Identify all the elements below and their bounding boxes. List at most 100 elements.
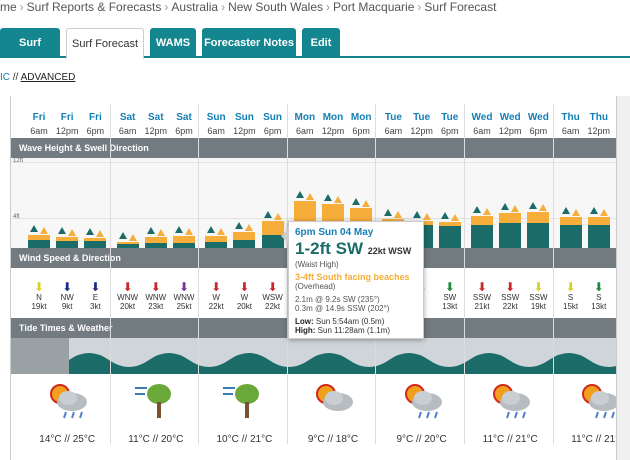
- tab-surf-forecast[interactable]: Surf Forecast: [66, 28, 144, 60]
- wave-bar[interactable]: [587, 217, 610, 248]
- wind-label: S 13kt: [585, 293, 613, 311]
- secondary-swell-segment: [84, 238, 107, 241]
- forecast-column[interactable]: Wed 6pm: [524, 96, 552, 460]
- wave-bar[interactable]: [205, 236, 228, 248]
- secondary-swell-arrow-icon: [511, 204, 520, 212]
- forecast-column[interactable]: Thu 6am: [557, 96, 585, 460]
- wind-label: WNW 25kt: [170, 293, 198, 311]
- primary-swell-arrow-icon: [263, 211, 272, 218]
- sun-cloud-rain-icon: [487, 378, 533, 422]
- wave-bar[interactable]: [116, 241, 139, 248]
- wind-arrow-icon: ⬇: [150, 280, 161, 294]
- advanced-view-link[interactable]: ADVANCED: [20, 72, 76, 83]
- secondary-swell-segment: [173, 236, 195, 243]
- breadcrumb-item[interactable]: Australia: [171, 0, 219, 14]
- forecast-column[interactable]: Thu 12pm: [585, 96, 613, 460]
- temperature-range: 11°C // 21°C: [571, 434, 627, 445]
- forecast-column[interactable]: Tue 6pm: [436, 96, 464, 460]
- wind-label: WNW 20kt: [114, 293, 142, 311]
- tab-wams[interactable]: WAMS: [150, 28, 196, 58]
- secondary-swell-segment: [233, 231, 256, 240]
- breadcrumb-item[interactable]: me: [0, 0, 17, 14]
- primary-swell-segment: [144, 242, 167, 248]
- wave-bar[interactable]: [84, 238, 107, 248]
- forecast-column[interactable]: Tue 6am: [379, 96, 407, 460]
- wind-arrow-icon: ⬇: [444, 280, 455, 294]
- forecast-column[interactable]: Fri 12pm: [53, 96, 81, 460]
- forecast-tabs: Surf Report Surf Forecast WAMS Forecaste…: [0, 28, 630, 79]
- column-day: Fri: [60, 112, 74, 123]
- vertical-scrollbar[interactable]: [616, 96, 630, 460]
- wave-bar[interactable]: [438, 221, 461, 248]
- wave-bar[interactable]: [499, 212, 522, 248]
- forecast-column[interactable]: Sat 6pm: [170, 96, 198, 460]
- breadcrumb-item[interactable]: New South Wales: [228, 0, 324, 14]
- column-day: Mon: [322, 112, 344, 123]
- secondary-swell-arrow-icon: [273, 213, 282, 220]
- column-day: Thu: [561, 112, 580, 123]
- forecast-column[interactable]: Fri 6pm: [81, 96, 109, 460]
- wave-bar[interactable]: [559, 217, 582, 248]
- wind-arrow-icon: ⬇: [122, 280, 133, 294]
- forecast-column[interactable]: Wed 12pm: [496, 96, 524, 460]
- tooltip-swell-1: 2.1m @ 9.2s SW (235°): [295, 295, 380, 304]
- breadcrumb-item[interactable]: Surf Reports & Forecasts: [26, 0, 162, 14]
- wind-speed: 21kt: [474, 302, 490, 311]
- primary-swell-arrow-icon: [86, 228, 95, 236]
- wind-arrow-icon: ⬇: [593, 280, 604, 294]
- tab-forecaster-notes[interactable]: Forecaster Notes: [202, 28, 296, 58]
- wind-direction: NW: [60, 293, 74, 302]
- wind-direction: SSW: [472, 293, 492, 302]
- forecast-column[interactable]: Sun 6pm: [259, 96, 287, 460]
- breadcrumb-item[interactable]: Port Macquarie: [333, 0, 415, 14]
- wave-bar[interactable]: [471, 215, 493, 248]
- wind-speed: 13kt: [442, 302, 458, 311]
- primary-swell-arrow-icon: [473, 205, 481, 213]
- sun-cloud-icon: [310, 378, 356, 422]
- wind-label: SSW 21kt: [468, 293, 496, 311]
- secondary-swell-segment: [144, 237, 167, 243]
- tooltip-primary-desc: (Waist High): [295, 260, 339, 269]
- wind-arrow-icon: ⬇: [476, 280, 488, 294]
- windy-tree-icon: [221, 378, 267, 422]
- forecast-column[interactable]: Mon 6pm: [347, 96, 375, 460]
- wave-bar[interactable]: [173, 236, 195, 248]
- wave-bar[interactable]: [527, 212, 550, 248]
- primary-swell-segment: [587, 224, 610, 248]
- wave-bar[interactable]: [56, 237, 79, 248]
- primary-swell-segment: [205, 241, 228, 248]
- wind-direction: WNW: [117, 293, 139, 302]
- temperature-range: 14°C // 25°C: [39, 434, 96, 445]
- tooltip-primary-swell: 1-2ft SW 22kt WSW: [295, 239, 412, 258]
- wind-direction: S: [596, 293, 602, 302]
- forecast-column[interactable]: Mon 12pm: [319, 96, 347, 460]
- wave-bar[interactable]: [261, 221, 284, 248]
- forecast-column[interactable]: Wed 6am: [468, 96, 496, 460]
- tide-chart[interactable]: [11, 338, 616, 374]
- basic-view-link[interactable]: IC: [0, 72, 10, 83]
- forecast-column[interactable]: Mon 6am: [291, 96, 319, 460]
- forecast-column[interactable]: Tue 12pm: [408, 96, 436, 460]
- tab-surf-report[interactable]: Surf Report: [0, 28, 60, 79]
- wind-speed: 20kt: [236, 302, 252, 311]
- forecast-column[interactable]: Sat 12pm: [142, 96, 170, 460]
- forecast-column[interactable]: Sun 12pm: [230, 96, 258, 460]
- wave-bar[interactable]: [28, 234, 50, 248]
- forecast-column[interactable]: Sat 6am: [114, 96, 142, 460]
- secondary-swell-segment: [527, 212, 550, 223]
- temperature-range: 10°C // 21°C: [216, 434, 273, 445]
- breadcrumb-separator: ›: [417, 0, 422, 14]
- secondary-swell-arrow-icon: [217, 228, 226, 236]
- tab-edit[interactable]: Edit: [302, 28, 340, 58]
- column-time: 12pm: [587, 126, 611, 136]
- primary-swell-segment: [28, 239, 50, 248]
- column-time: 6pm: [263, 126, 282, 136]
- wave-bar[interactable]: [144, 237, 167, 248]
- tooltip-secondary-swell: 3-4ft South facing beaches: [295, 272, 410, 282]
- forecast-column[interactable]: Sun 6am: [202, 96, 230, 460]
- forecast-column[interactable]: Fri 6am: [25, 96, 53, 460]
- wave-bar[interactable]: [233, 231, 256, 248]
- wind-label: SSW 22kt: [496, 293, 524, 311]
- wind-speed: 13kt: [591, 302, 607, 311]
- wind-speed: 22kt: [208, 302, 224, 311]
